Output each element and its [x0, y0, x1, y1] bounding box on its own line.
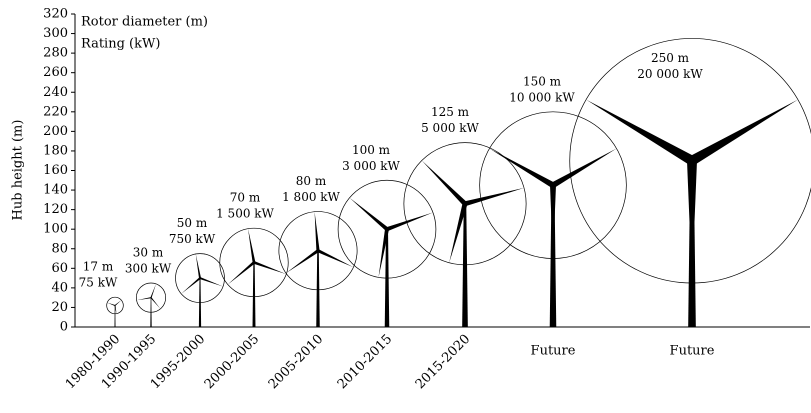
y-tick-label: 140: [43, 183, 68, 198]
y-tick-label: 0: [60, 320, 68, 335]
tower: [150, 298, 151, 327]
tower: [253, 262, 256, 327]
y-tick-label: 320: [43, 7, 68, 22]
x-tick-label: 2000-2005: [202, 332, 263, 393]
y-tick-label: 40: [51, 280, 68, 295]
y-tick-label: 80: [51, 241, 68, 256]
blade: [181, 277, 200, 293]
x-tick-label: 2005-2010: [266, 332, 327, 393]
blade: [286, 249, 319, 273]
y-tick-label: 180: [43, 143, 68, 158]
value-label: 100 m: [352, 143, 391, 157]
value-label: 17 m: [83, 260, 114, 274]
y-tick-label: 240: [43, 85, 68, 100]
blade: [464, 188, 524, 206]
legend-entry: Rating (kW): [81, 37, 160, 52]
blade: [200, 277, 223, 286]
tower: [199, 278, 201, 327]
tower: [316, 251, 320, 327]
value-label: 10 000 kW: [509, 90, 575, 104]
x-tick-label: Future: [670, 344, 715, 359]
chart: Hub height (m) Rotor diameter (m) Rating…: [0, 0, 811, 409]
blade: [386, 212, 433, 231]
x-tick-label: 2015-2020: [413, 332, 474, 393]
value-label: 70 m: [230, 191, 261, 205]
y-axis-label: Hub height (m): [11, 120, 26, 221]
value-label: 75 kW: [79, 276, 118, 290]
value-label: 300 kW: [125, 261, 172, 275]
y-tick-label: 300: [43, 26, 68, 41]
blade: [107, 303, 115, 306]
y-tick-label: 20: [51, 300, 68, 315]
blade: [248, 229, 255, 263]
blade: [254, 261, 287, 274]
value-label: 750 kW: [169, 232, 216, 246]
value-label: 150 m: [523, 74, 562, 88]
value-label: 20 000 kW: [637, 67, 703, 81]
blade: [586, 100, 694, 165]
y-tick-label: 260: [43, 65, 68, 80]
x-tick-label: 2010-2015: [335, 332, 396, 393]
blade: [115, 300, 122, 306]
blade: [687, 161, 697, 283]
blade: [422, 161, 467, 206]
y-tick-label: 60: [51, 261, 68, 276]
value-label: 1 500 kW: [216, 207, 274, 221]
value-label: 80 m: [296, 174, 327, 188]
blade: [228, 261, 255, 284]
y-tick-label: 200: [43, 124, 68, 139]
value-label: 50 m: [177, 216, 208, 230]
blade: [552, 148, 617, 187]
y-tick-label: 120: [43, 202, 68, 217]
value-label: 125 m: [431, 105, 470, 119]
value-label: 3 000 kW: [342, 159, 400, 173]
blade: [315, 212, 320, 251]
blade: [196, 254, 201, 278]
y-tick-label: 220: [43, 104, 68, 119]
tower: [462, 204, 468, 327]
blade: [137, 297, 152, 300]
y-tick-label: 160: [43, 163, 68, 178]
y-tick-label: 100: [43, 222, 68, 237]
value-label: 1 800 kW: [282, 190, 340, 204]
value-label: 30 m: [133, 245, 164, 259]
blade: [151, 297, 161, 309]
blade: [690, 100, 798, 165]
blade: [350, 198, 389, 231]
value-label: 5 000 kW: [421, 121, 479, 135]
blade: [150, 284, 156, 298]
legend-entry: Rotor diameter (m): [81, 15, 208, 30]
x-tick-label: Future: [531, 344, 576, 359]
value-label: 250 m: [651, 51, 690, 65]
y-tick-label: 280: [43, 46, 68, 61]
